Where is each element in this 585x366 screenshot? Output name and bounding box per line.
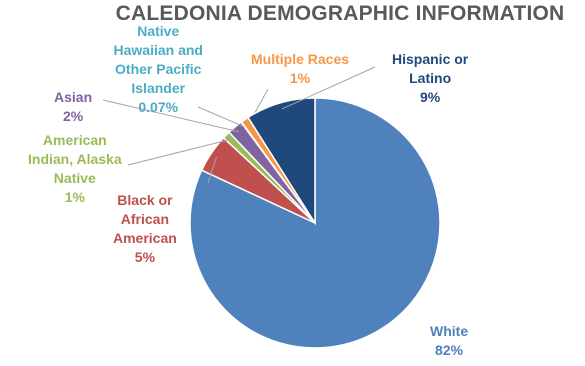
data-label-name: African	[120, 211, 170, 227]
leader-line	[197, 106, 246, 128]
data-label-name: Hispanic or	[392, 51, 469, 67]
pie-slice-white	[189, 97, 441, 349]
leader-line	[127, 138, 231, 166]
data-label-value: 1%	[64, 189, 85, 205]
data-label-name: Other Pacific	[115, 61, 202, 77]
data-label: Asian 2%	[54, 88, 92, 126]
data-label-name: Asian	[54, 89, 93, 105]
data-label-value: 2%	[62, 108, 84, 124]
data-label: Multiple Races 1%	[251, 50, 349, 88]
leader-line	[207, 156, 218, 184]
data-label-name: Native	[53, 170, 96, 186]
data-label-name: Native	[137, 23, 180, 39]
leader-line	[281, 66, 376, 110]
data-label-name: American	[42, 132, 107, 148]
data-label: White 82%	[430, 322, 468, 360]
pie-slice-hispanic-or-latino	[247, 97, 316, 226]
data-label-value: 5%	[134, 249, 156, 265]
data-label-name: Latino	[409, 70, 452, 86]
data-label-value: 0.07%	[138, 99, 179, 115]
data-label: Hispanic or Latino 9%	[392, 50, 468, 107]
data-label-name: American	[113, 230, 177, 246]
data-label-name: Indian, Alaska	[28, 151, 122, 167]
data-label-value: 9%	[420, 89, 441, 105]
data-label-value: 82%	[435, 342, 464, 358]
leader-line	[102, 99, 240, 133]
data-label-name: Islander	[131, 80, 186, 96]
data-label: American Indian, Alaska Native 1%	[28, 131, 122, 207]
data-label: Native Hawaiian and Other Pacific Islander 0…	[114, 22, 203, 117]
data-label-name: Multiple Races	[251, 51, 350, 67]
data-label: Black or African American 5%	[113, 191, 177, 267]
data-label-value: 1%	[289, 70, 311, 86]
chart-title: CALEDONIA DEMOGRAPHIC INFORMATION	[115, 2, 565, 25]
data-label-name: White	[430, 323, 469, 339]
data-label-name: Black or	[117, 192, 173, 208]
data-label-name: Hawaiian and	[113, 42, 203, 58]
